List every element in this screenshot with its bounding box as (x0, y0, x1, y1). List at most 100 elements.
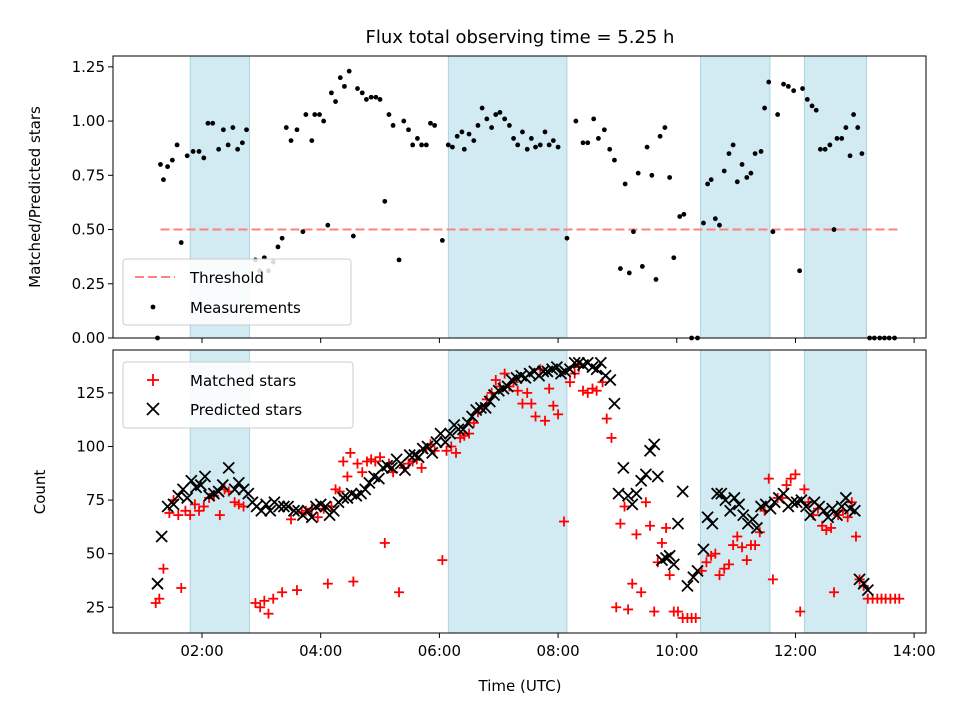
measurement-point (546, 142, 552, 148)
predicted-star-point (697, 543, 710, 556)
matched-star-point (189, 499, 200, 510)
x-tick-label: 04:00 (299, 642, 342, 660)
top-axes-frame (112, 55, 927, 339)
matched-star-point (306, 503, 317, 514)
predicted-star-point (443, 427, 457, 440)
matched-star-point (781, 480, 792, 491)
top-y-tick-label: 0.50 (72, 221, 105, 239)
measurement-point (479, 105, 485, 111)
predicted-star-point (398, 463, 412, 477)
measurement-point (317, 112, 322, 117)
predicted-star-point (795, 493, 808, 507)
matched-star-point (357, 467, 368, 478)
top-y-tick-label: 1.00 (72, 112, 105, 130)
predicted-star-point (228, 483, 241, 496)
matched-star-point (468, 417, 479, 428)
top-shaded-intervals (189, 55, 868, 339)
x-tick-label: 10:00 (655, 642, 698, 660)
measurement-point (653, 277, 659, 282)
predicted-star-point (277, 500, 291, 513)
measurement-point (617, 266, 623, 271)
matched-star-point (710, 548, 721, 559)
matched-star-point (553, 409, 564, 420)
measurement-point (622, 181, 628, 187)
matched-star-point (526, 398, 537, 409)
matched-star-point (795, 606, 806, 617)
matched-star-point (173, 510, 184, 521)
predicted-star-point (676, 485, 689, 498)
measurement-point (705, 181, 711, 187)
matched-star-point (763, 473, 774, 484)
measurement-point (550, 138, 556, 144)
matched-star-point (198, 501, 209, 512)
matched-star-point (548, 400, 559, 411)
measurement-point (283, 125, 289, 130)
predicted-star-point (456, 423, 470, 436)
measurement-point (359, 90, 365, 96)
matched-star-point (441, 445, 452, 456)
bottom-panel: 25 50 75 100 125 02:00 04:00 06:00 08:00 10:00 12… (31, 349, 936, 695)
matched-star-point (559, 516, 570, 527)
measurement-point (555, 144, 561, 150)
legend-predicted-swatch (146, 402, 160, 416)
bottom-y-tick-label: 125 (76, 384, 105, 402)
predicted-star-point (439, 436, 452, 449)
measurement-point (373, 94, 379, 100)
matched-star-point (850, 531, 861, 542)
predicted-star-point (737, 508, 750, 522)
measurement-point (834, 136, 840, 141)
measurement-point (770, 229, 776, 235)
measurement-point (601, 127, 607, 133)
measurement-point (312, 112, 318, 117)
predicted-star-point (799, 500, 813, 513)
predicted-star-point (719, 493, 732, 507)
matched-star-point (737, 542, 748, 553)
measurement-point (184, 153, 190, 159)
matched-star-point (338, 456, 349, 467)
predicted-star-point (479, 401, 492, 415)
matched-star-point (522, 387, 533, 398)
measurement-point (439, 237, 445, 243)
predicted-star-point (826, 502, 839, 515)
measurement-point (533, 144, 538, 150)
predicted-star-point (232, 476, 245, 490)
matched-star-point (582, 387, 593, 398)
matched-star-point (799, 484, 810, 495)
measurement-point (524, 146, 530, 152)
measurement-point (325, 222, 331, 228)
predicted-star-point (671, 517, 685, 530)
predicted-star-point (550, 361, 564, 374)
legend-threshold-label: Threshold (189, 269, 264, 287)
top-y-tick-label: 1.25 (72, 58, 105, 76)
measurement-point (781, 81, 786, 87)
measurement-point (839, 136, 845, 141)
measurement-point (797, 268, 802, 274)
predicted-star-point (151, 577, 164, 590)
measurement-point (662, 125, 668, 130)
bottom-axes-frame (112, 349, 927, 634)
predicted-star-point (732, 498, 746, 511)
bottom-x-ticks: 02:00 04:00 06:00 08:00 10:00 12:00 14:00 (180, 633, 936, 660)
measurement-point (410, 142, 416, 148)
predicted-star-point (474, 401, 488, 415)
predicted-star-point (273, 500, 286, 513)
matched-star-point (286, 514, 297, 525)
bottom-legend: Matched stars Predicted stars (122, 361, 354, 429)
matched-star-point (611, 602, 622, 613)
predicted-star-point (452, 423, 465, 436)
matched-star-point (640, 497, 651, 508)
matched-star-point (723, 559, 734, 570)
predicted-star-point (659, 551, 673, 565)
matched-star-point (345, 447, 356, 458)
top-y-axis-label: Matched/Predicted stars (26, 106, 44, 288)
matched-star-point (291, 585, 302, 596)
matched-star-point (661, 522, 672, 533)
measurement-point (511, 136, 516, 141)
measurement-point (800, 86, 805, 91)
measurement-point (580, 140, 586, 146)
measurement-point (489, 125, 495, 130)
measurement-point (537, 142, 543, 148)
measurement-point (493, 112, 499, 117)
measurement-point (855, 125, 861, 130)
measurement-point (350, 233, 356, 239)
